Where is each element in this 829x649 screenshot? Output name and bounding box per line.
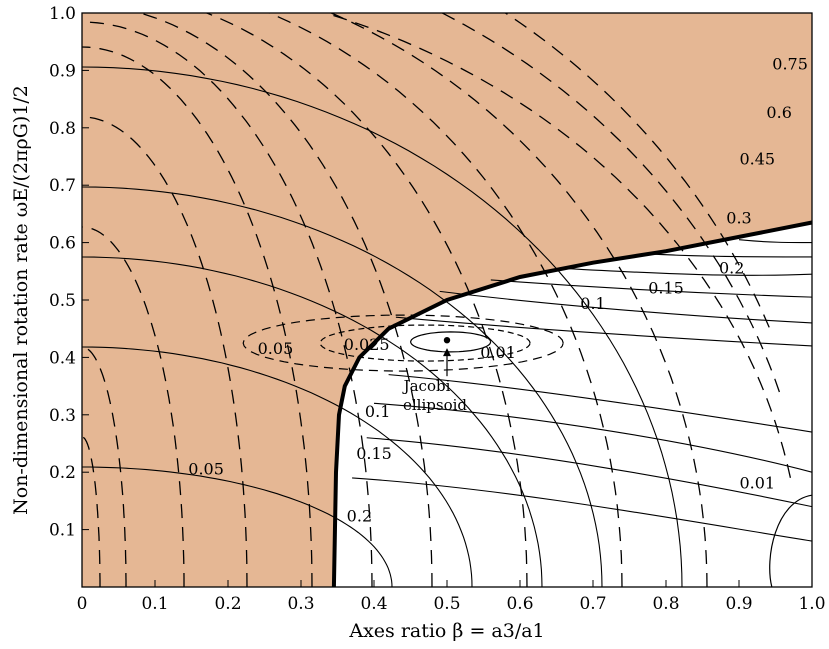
contour-label: 0.2: [719, 258, 744, 277]
y-tick-label: 0.1: [49, 521, 76, 541]
x-tick-label: 0.6: [506, 594, 533, 614]
contour-label: 0.75: [772, 55, 808, 74]
solid-contour: [373, 402, 812, 473]
solid-contour: [563, 267, 812, 276]
x-tick-label: 0.1: [141, 594, 168, 614]
solid-contour: [366, 437, 812, 508]
jacobi-annotation-line-1: Jacobi: [402, 377, 451, 395]
contour-label: 0.05: [258, 339, 294, 358]
stable-region: [333, 222, 812, 587]
dashed-contour: [82, 436, 101, 587]
y-tick-label: 0.5: [49, 291, 76, 311]
contour-label: 0.01: [739, 474, 775, 493]
x-tick-label: 0.4: [360, 594, 387, 614]
solid-contour: [395, 316, 812, 347]
solid-contour: [490, 279, 812, 298]
dashed-contour: [504, 13, 770, 328]
dashed-contour: [82, 21, 373, 587]
contour-label: 0.45: [739, 149, 775, 168]
stability-boundary: [331, 220, 813, 588]
y-tick-label: 0.2: [49, 463, 76, 483]
jacobi-point: [443, 336, 451, 344]
y-tick-label: 0.6: [49, 234, 76, 254]
solid-contour: [651, 253, 812, 258]
dashed-contour: [329, 13, 708, 587]
jacobi-arrowhead: [443, 348, 451, 357]
contour-label: 0.05: [188, 459, 224, 478]
y-tick-label: 0.8: [49, 119, 76, 139]
dashed-contour: [137, 13, 433, 587]
x-tick-label: 0.5: [433, 594, 460, 614]
y-tick-label: 0.3: [49, 406, 76, 426]
y-tick-label: 0.7: [49, 176, 76, 196]
solid-contour: [82, 346, 473, 587]
contour-label: 0.025: [344, 335, 390, 354]
x-axis-title: Axes ratio β = a3/a1: [348, 620, 544, 642]
y-tick-label: 1.0: [49, 4, 76, 24]
dashed-contour: [82, 46, 313, 587]
dashed-contour-0.05: [242, 314, 564, 372]
x-tick-label: 0.8: [652, 594, 679, 614]
solid-contour: [82, 186, 603, 587]
solid-contour: [82, 256, 543, 587]
x-tick-label: 0.7: [579, 594, 606, 614]
x-tick-label: 0.3: [287, 594, 314, 614]
contour-label: 0.1: [580, 294, 605, 313]
x-tick-label: 0.2: [214, 594, 241, 614]
solid-contour: [388, 374, 812, 433]
contour-label: 0.6: [766, 103, 791, 122]
solid-contour-0.01-loop: [409, 331, 492, 353]
y-tick-label: 0.9: [49, 61, 76, 81]
y-tick-label: 0.4: [49, 348, 76, 368]
dashed-contour: [82, 116, 248, 587]
solid-contour: [439, 290, 812, 324]
contour-label: 0.01: [480, 343, 516, 362]
contour-label: 0.15: [356, 444, 392, 463]
solid-contour: [738, 239, 812, 244]
dashed-contour: [267, 13, 623, 587]
solid-contour: [82, 66, 683, 587]
contour-label: 0.3: [726, 208, 751, 227]
dashed-contour: [440, 13, 781, 393]
contour-label: 0.1: [365, 402, 390, 421]
jacobi-annotation-line-2: ellipsoid: [403, 396, 467, 414]
solid-contour: [352, 477, 812, 542]
solid-contour-0.01-corner: [769, 494, 812, 587]
x-tick-label: 0: [77, 594, 88, 614]
dashed-contour: [82, 346, 127, 587]
x-tick-label: 0.9: [725, 594, 752, 614]
dashed-contour: [323, 13, 792, 478]
y-axis-title: Non-dimensional rotation rate ωE/(2πρG)1…: [10, 85, 32, 515]
solid-contour: [82, 466, 393, 587]
dashed-contour: [82, 226, 185, 587]
dashed-contour: [204, 13, 528, 587]
contour-label: 0.2: [347, 506, 372, 525]
contour-label: 0.15: [648, 279, 684, 298]
x-tick-label: 1.0: [798, 594, 825, 614]
